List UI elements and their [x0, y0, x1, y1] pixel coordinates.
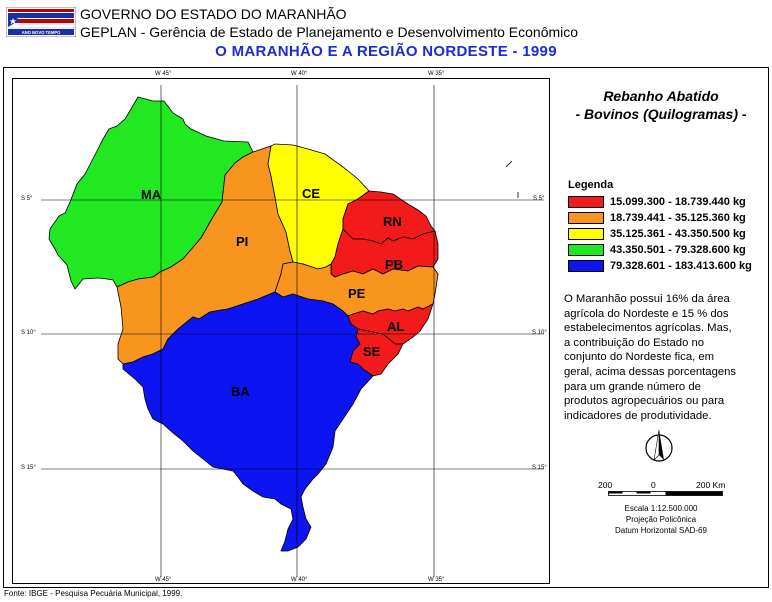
- projection-text: Projeção Policônica: [625, 515, 697, 524]
- legend-swatch: [568, 196, 604, 208]
- coord-top-45w: W 45°: [155, 71, 172, 77]
- legend-item: 18.739.441 - 35.125.360 kg: [568, 211, 746, 225]
- north-arrow-icon: [645, 429, 673, 462]
- legend-item: 79.328.601 - 183.413.600 kg: [568, 259, 752, 273]
- description-line: indicadores de produtividade.: [564, 409, 712, 422]
- legend-label: 79.328.601 - 183.413.600 kg: [610, 260, 752, 272]
- label-ba: BA: [231, 384, 250, 399]
- legend-heading: Legenda: [568, 179, 614, 191]
- source-note: Fonte: IBGE - Pesquisa Pecuária Municipa…: [4, 589, 183, 598]
- description-line: para um grande número de: [564, 380, 701, 393]
- legend-swatch: [568, 244, 604, 256]
- description-line: geral, acima dessas porcentagens: [564, 365, 737, 378]
- legend-swatch: [568, 212, 604, 224]
- legend-title: Rebanho Abatido: [603, 88, 719, 104]
- coord-top-35w: W 35°: [428, 71, 445, 77]
- coord-bottom-35w: W 35°: [428, 577, 445, 583]
- government-logo: ANO NOVO TEMPO: [6, 7, 76, 37]
- label-pi: PI: [236, 234, 248, 249]
- datum-text: Datum Horizontal SAD-69: [614, 526, 708, 535]
- scale-text: Escala 1:12.500.000: [624, 504, 698, 513]
- label-pb: PB: [385, 257, 403, 272]
- label-ce: CE: [302, 186, 320, 201]
- logo-text: ANO NOVO TEMPO: [22, 30, 62, 35]
- state-ba[interactable]: [122, 291, 374, 552]
- map-panel: MA PI CE RN PB PE AL SE BA W 45° W 40° W…: [12, 71, 550, 584]
- description-line: a contribuição do Estado no: [564, 336, 705, 349]
- header: ANO NOVO TEMPO GOVERNO DO ESTADO DO MARA…: [0, 0, 772, 66]
- legend-label: 35.125.361 - 43.350.500 kg: [610, 228, 746, 240]
- description-line: O Maranhão possui 16% da área: [564, 293, 730, 305]
- label-rn: RN: [383, 214, 402, 229]
- legend-panel: Rebanho Abatido - Bovinos (Quilogramas) …: [558, 78, 764, 584]
- coord-bottom-40w: W 40°: [291, 577, 308, 583]
- legend-item: 15.099.300 - 18.739.440 kg: [568, 195, 746, 209]
- legend-subtitle: - Bovinos (Quilogramas) -: [575, 106, 747, 122]
- agency-name: GEPLAN - Gerência de Estado de Planejame…: [80, 24, 579, 40]
- description-line: agrícola do Nordeste e 15 % dos: [564, 307, 729, 320]
- coord-top-40w: W 40°: [291, 71, 308, 77]
- label-se: SE: [363, 344, 381, 359]
- coord-right-5s: S 5°: [533, 196, 545, 202]
- government-name: GOVERNO DO ESTADO DO MARANHÃO: [80, 6, 347, 22]
- graticule: [41, 85, 544, 577]
- page-title: O MARANHÃO E A REGIÃO NORDESTE - 1999: [215, 43, 557, 60]
- legend-label: 15.099.300 - 18.739.440 kg: [610, 196, 746, 208]
- outer-frame: [3, 67, 769, 588]
- legend-label: 43.350.501 - 79.328.600 kg: [610, 244, 746, 256]
- label-al: AL: [387, 319, 404, 334]
- label-ma: MA: [141, 187, 162, 202]
- legend-swatch: [568, 228, 604, 240]
- river-mark: [505, 160, 513, 168]
- scale-left: 200: [598, 480, 613, 490]
- coord-left-10s: S 10°: [21, 330, 36, 336]
- map-canvas: MA PI CE RN PB PE AL SE BA: [41, 85, 544, 577]
- description-line: conjunto do Nordeste fica, em: [564, 351, 715, 364]
- description-text: O Maranhão possui 16% da área agrícola d…: [564, 292, 764, 423]
- legend-swatch: [568, 260, 604, 272]
- scale-right: 200 Km: [696, 480, 726, 490]
- description-line: produtos agropecuários ou para: [564, 395, 725, 408]
- description-line: estabelecimentos agrícolas. Mas,: [564, 322, 732, 335]
- legend-label: 18.739.441 - 35.125.360 kg: [610, 212, 746, 224]
- scale-mid: 0: [651, 480, 656, 490]
- scale-bar: [608, 491, 723, 496]
- coord-left-15s: S 15°: [21, 465, 36, 471]
- coord-bottom-45w: W 45°: [155, 577, 172, 583]
- coord-right-10s: S 10°: [532, 330, 547, 336]
- legend-item: 43.350.501 - 79.328.600 kg: [568, 243, 746, 257]
- coord-right-15s: S 15°: [532, 465, 547, 471]
- legend-item: 35.125.361 - 43.350.500 kg: [568, 227, 746, 241]
- coord-left-5s: S 5°: [21, 196, 33, 202]
- label-pe: PE: [348, 286, 366, 301]
